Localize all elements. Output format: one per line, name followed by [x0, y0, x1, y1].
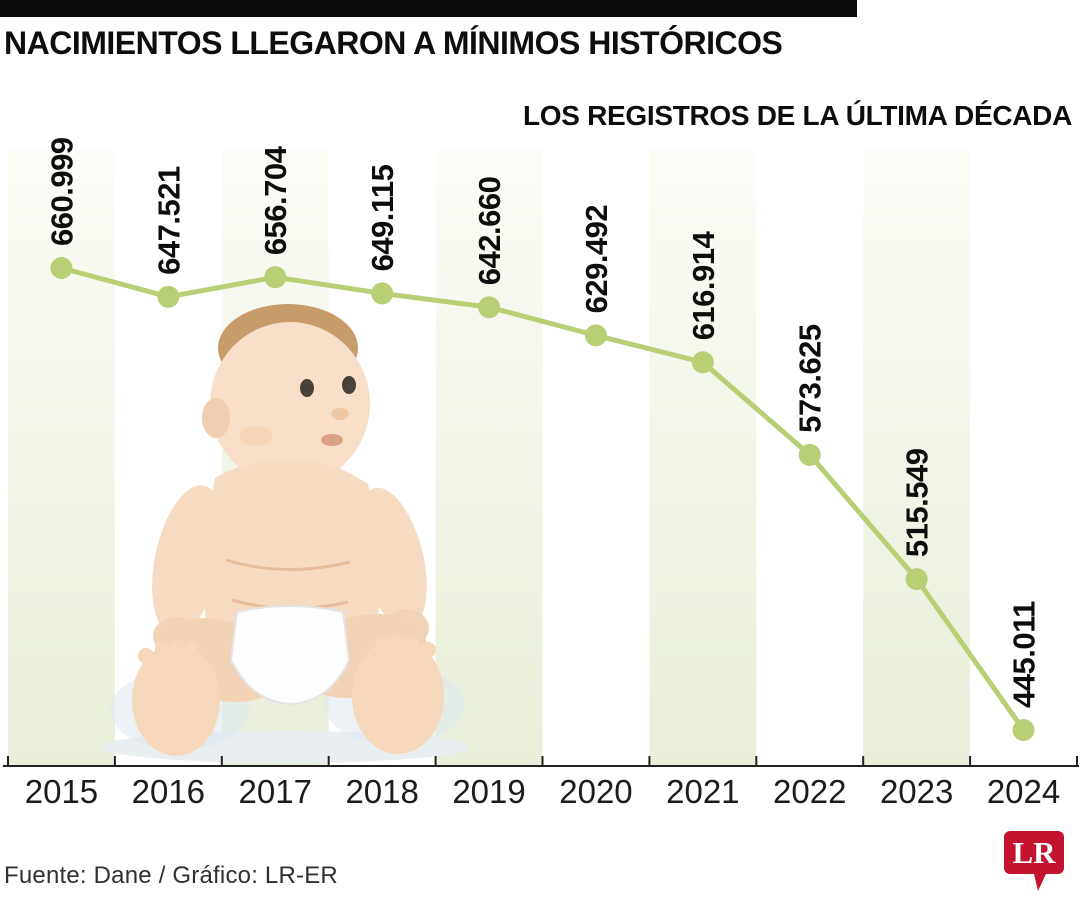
year-label-2021: 2021: [666, 773, 739, 810]
data-point-2019: [478, 296, 501, 319]
data-point-2023: [905, 568, 928, 591]
value-label-2022: 573.625: [793, 324, 828, 433]
year-label-2018: 2018: [345, 773, 418, 810]
baby-photo: [100, 304, 470, 763]
year-label-2017: 2017: [239, 773, 312, 810]
data-point-2021: [691, 351, 714, 374]
lr-logo: LR: [1004, 831, 1064, 891]
stripe-2019: [435, 150, 543, 766]
top-accent-bar: [0, 0, 857, 17]
chart-title: NACIMIENTOS LLEGARON A MÍNIMOS HISTÓRICO…: [4, 25, 783, 61]
year-label-2023: 2023: [880, 773, 953, 810]
value-label-2020: 629.492: [579, 205, 614, 314]
stripe-2021: [649, 150, 757, 766]
value-label-2021: 616.914: [686, 230, 721, 340]
data-point-2015: [50, 257, 73, 279]
value-label-2023: 515.549: [900, 448, 935, 557]
value-labels: 660.999 647.521 656.704 649.115 642.660 629.4…: [44, 137, 1041, 708]
value-label-2017: 656.704: [258, 145, 293, 255]
value-label-2019: 642.660: [472, 177, 507, 286]
year-label-2015: 2015: [25, 773, 98, 810]
data-point-2018: [371, 282, 394, 305]
value-label-2018: 649.115: [365, 164, 400, 271]
line-series: [50, 257, 1035, 741]
data-point-2016: [157, 285, 180, 308]
stripe-2015: [8, 150, 115, 766]
year-labels: 2015 2016 2017 2018 2019 2020 2021 2022 2023 2024: [25, 773, 1061, 810]
value-label-2024: 445.011: [1007, 601, 1042, 708]
logo-speech-bubble: [1004, 831, 1064, 891]
stripe-2023: [863, 150, 971, 766]
chart-subtitle: LOS REGISTROS DE LA ÚLTIMA DÉCADA: [522, 100, 1072, 131]
year-label-2022: 2022: [773, 773, 846, 810]
year-label-2024: 2024: [987, 773, 1060, 810]
source-credit: Fuente: Dane / Gráfico: LR-ER: [4, 862, 338, 889]
year-label-2020: 2020: [559, 773, 632, 810]
logo-text: LR: [1012, 835, 1056, 870]
year-label-2019: 2019: [452, 773, 525, 810]
data-point-2017: [264, 266, 287, 289]
value-label-2016: 647.521: [151, 166, 186, 275]
value-label-2015: 660.999: [44, 137, 79, 246]
data-point-2022: [798, 443, 821, 466]
x-axis: [3, 756, 1079, 767]
births-line: [59, 265, 1027, 733]
data-point-2020: [584, 324, 607, 347]
data-point-2024: [1012, 719, 1035, 741]
year-label-2016: 2016: [132, 773, 205, 810]
